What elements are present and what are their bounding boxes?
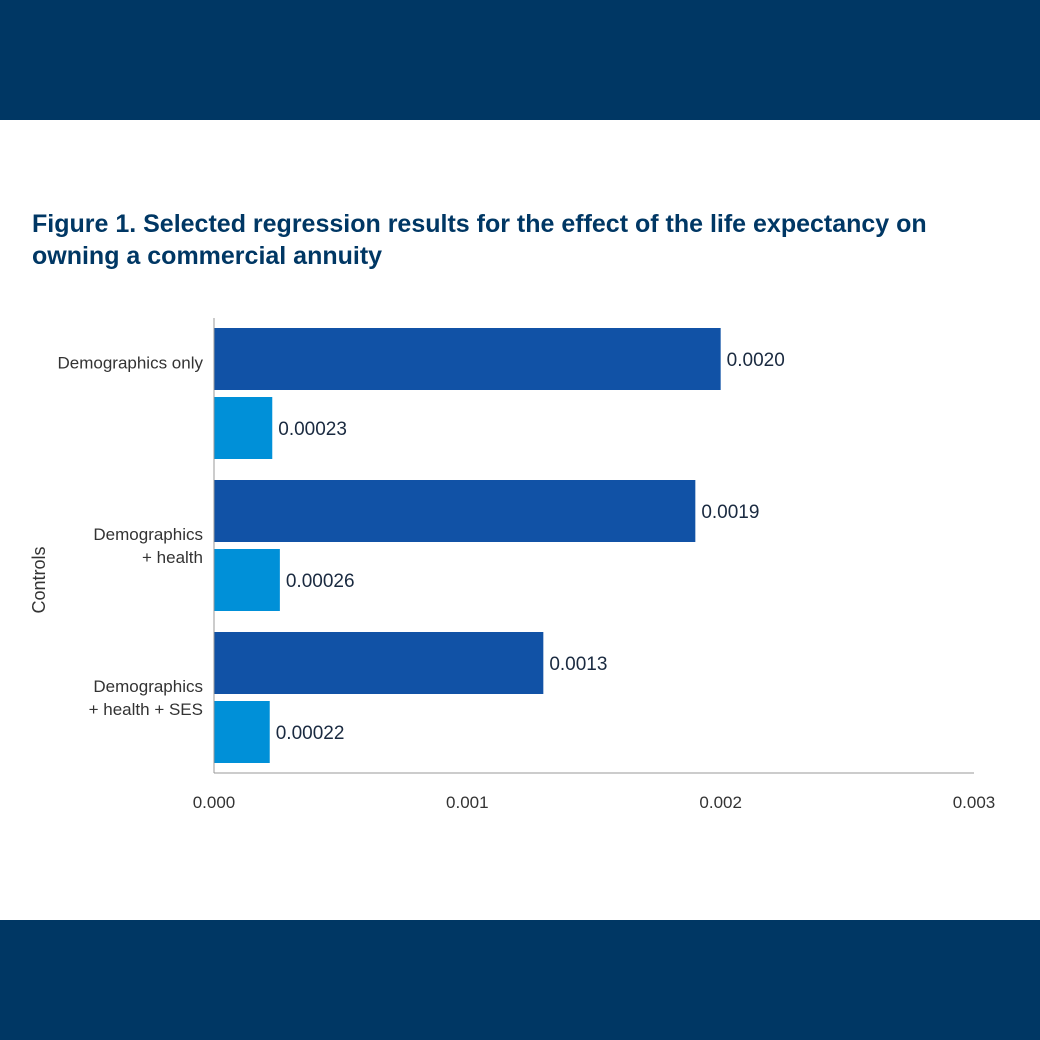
bar-1-series-1 [214, 328, 721, 390]
x-tick-label-2: 0.001 [446, 793, 489, 812]
category-label-1-line-1: Demographics only [57, 354, 203, 373]
value-labels-group: 0.0020 0.00023 0.0019 0.00026 0.0013 0.00022 [276, 350, 785, 744]
x-tick-labels-group: 0.000 0.001 0.002 0.003 [193, 793, 996, 812]
bars-group [214, 328, 721, 763]
bar-3-series-2 [214, 701, 270, 763]
category-label-3-line-1: Demographics [93, 677, 203, 696]
value-label-1-series-2: 0.00023 [278, 419, 347, 440]
x-tick-label-4: 0.003 [953, 793, 996, 812]
category-labels-group: Demographics only Demographics + health Dem… [57, 354, 203, 720]
header-band [0, 0, 1040, 120]
x-tick-label-3: 0.002 [699, 793, 742, 812]
x-tick-label-1: 0.000 [193, 793, 236, 812]
category-label-2-line-2: + health [142, 548, 203, 567]
value-label-3-series-1: 0.0013 [549, 654, 607, 675]
bar-1-series-2 [214, 397, 273, 459]
value-label-3-series-2: 0.00022 [276, 723, 345, 744]
value-label-2-series-2: 0.00026 [286, 571, 355, 592]
footer-band [0, 920, 1040, 1040]
category-label-2-line-1: Demographics [93, 525, 203, 544]
value-label-1-series-1: 0.0020 [727, 350, 785, 371]
value-label-2-series-1: 0.0019 [701, 502, 759, 523]
bar-2-series-2 [214, 549, 280, 611]
bar-3-series-1 [214, 632, 544, 694]
y-axis-label: Controls [29, 546, 49, 613]
chart-title: Figure 1. Selected regression results fo… [32, 210, 927, 270]
bar-2-series-1 [214, 480, 696, 542]
category-label-3-line-2: + health + SES [89, 700, 203, 719]
